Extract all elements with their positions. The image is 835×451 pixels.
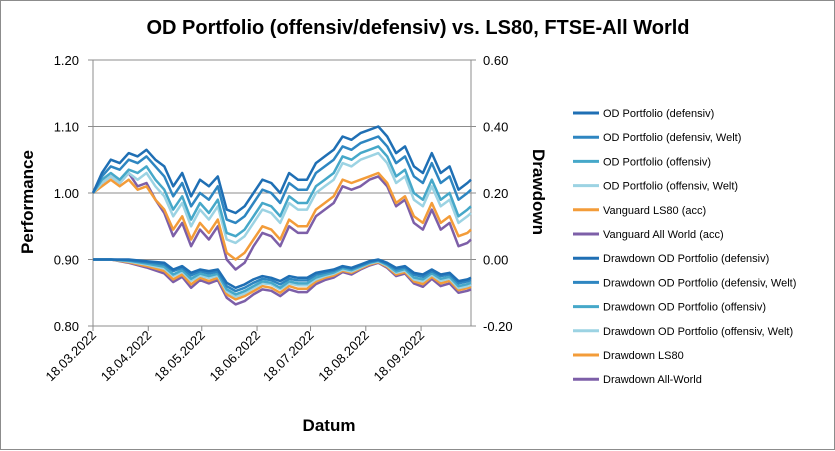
x-tick-label: 18.07.2022 bbox=[260, 328, 317, 385]
series-line bbox=[91, 145, 472, 238]
series-line bbox=[91, 135, 472, 225]
legend-entry: OD Portfolio (defensiv, Welt) bbox=[603, 132, 741, 144]
series-line bbox=[92, 171, 472, 261]
x-tick-label: 18.03.2022 bbox=[42, 328, 99, 385]
series-line bbox=[93, 258, 472, 298]
y-axis-title: Performance bbox=[18, 150, 37, 254]
right-axis-ticks: -0.20 0.00 0.20 0.40 0.60 bbox=[471, 53, 513, 334]
legend-entry: OD Portfolio (offensiv, Welt) bbox=[603, 181, 738, 193]
series-line bbox=[93, 258, 472, 296]
series-line bbox=[93, 258, 472, 306]
series-line bbox=[91, 125, 472, 215]
y2-axis-title: Drawdown bbox=[529, 149, 548, 235]
legend-entry: Drawdown OD Portfolio (offensiv, Welt) bbox=[603, 326, 793, 338]
x-tick-label: 18.09.2022 bbox=[371, 328, 428, 385]
x-tick-label: 18.06.2022 bbox=[207, 328, 264, 385]
legend-entry: Drawdown OD Portfolio (defensiv) bbox=[603, 253, 769, 265]
gridlines bbox=[93, 126, 471, 260]
series-line bbox=[92, 151, 472, 245]
legend-entry: OD Portfolio (defensiv) bbox=[603, 108, 714, 120]
y2-tick-label: 0.40 bbox=[483, 120, 508, 135]
legend-entry: Vanguard All World (acc) bbox=[603, 229, 724, 241]
chart-title: OD Portfolio (offensiv/defensiv) vs. LS8… bbox=[146, 17, 689, 39]
series-line bbox=[93, 258, 472, 290]
x-axis-ticks: 18.03.202218.04.202218.05.202218.06.2022… bbox=[42, 326, 427, 384]
y2-tick-label: 0.20 bbox=[483, 186, 508, 201]
series-line bbox=[93, 258, 472, 301]
legend-entry: Vanguard LS80 (acc) bbox=[603, 205, 706, 217]
y2-tick-label: 0.00 bbox=[483, 253, 508, 268]
legend-entry: Drawdown LS80 bbox=[603, 350, 684, 362]
y2-tick-label: 0.60 bbox=[483, 53, 508, 68]
legend-entry: Drawdown All-World bbox=[603, 374, 702, 386]
x-tick-label: 18.08.2022 bbox=[315, 328, 372, 385]
legend-entry: OD Portfolio (offensiv) bbox=[603, 156, 711, 168]
y-tick-label: 0.90 bbox=[54, 253, 79, 268]
legend-entry: Drawdown OD Portfolio (offensiv) bbox=[603, 302, 766, 314]
x-axis-title: Datum bbox=[303, 416, 356, 435]
legend-entry: Drawdown OD Portfolio (defensiv, Welt) bbox=[603, 277, 796, 289]
y-tick-label: 1.10 bbox=[54, 120, 79, 135]
y-tick-label: 1.00 bbox=[54, 186, 79, 201]
left-axis-ticks: 0.80 0.90 1.00 1.10 1.20 bbox=[54, 53, 93, 334]
legend: OD Portfolio (defensiv) OD Portfolio (def… bbox=[573, 108, 796, 386]
y-tick-label: 0.80 bbox=[54, 319, 79, 334]
x-tick-label: 18.04.2022 bbox=[98, 328, 155, 385]
series-lines bbox=[91, 125, 472, 306]
x-tick-label: 18.05.2022 bbox=[151, 328, 208, 385]
y2-tick-label: -0.20 bbox=[483, 319, 513, 334]
series-line bbox=[93, 258, 472, 293]
y-tick-label: 1.20 bbox=[54, 53, 79, 68]
